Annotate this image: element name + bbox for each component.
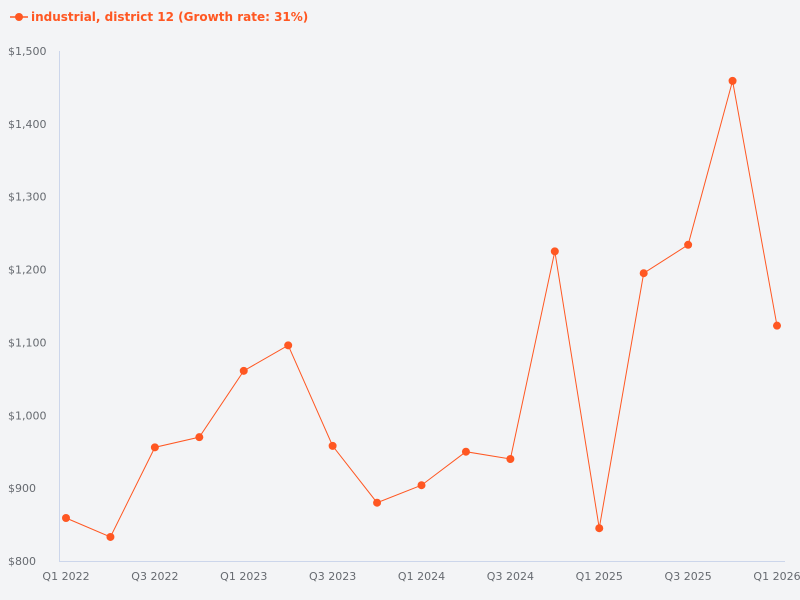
x-tick-label: Q1 2025 <box>576 570 623 583</box>
y-axis-ticks: $800 $900 $1,000 $1,100 $1,200 $1,300 $1,400 $1… <box>8 45 47 568</box>
x-tick-label: Q1 2024 <box>398 570 445 583</box>
y-tick-label: $1,200 <box>8 264 47 277</box>
x-tick-label: Q1 2023 <box>220 570 267 583</box>
x-tick-label: Q3 2025 <box>665 570 712 583</box>
y-tick-label: $1,500 <box>8 45 47 58</box>
data-point-q2-2022[interactable] <box>106 532 115 541</box>
data-point-q1-2025[interactable] <box>595 524 604 533</box>
legend-dot-marker <box>15 13 23 21</box>
data-point-q2-2023[interactable] <box>284 341 293 350</box>
y-tick-label: $1,100 <box>8 336 47 349</box>
x-tick-label: Q1 2026 <box>753 570 800 583</box>
legend-label: industrial, district 12 (Growth rate: 31… <box>31 10 308 24</box>
legend[interactable]: industrial, district 12 (Growth rate: 31… <box>10 10 308 24</box>
y-tick-label: $1,400 <box>8 118 47 131</box>
data-point-q2-2024[interactable] <box>461 447 470 456</box>
x-axis-ticks: Q1 2022 Q3 2022 Q1 2023 Q3 2023 Q1 2024 Q3 20… <box>42 570 800 583</box>
data-point-q1-2022[interactable] <box>62 514 70 523</box>
data-point-q4-2024[interactable] <box>550 247 559 256</box>
x-tick-label: Q1 2022 <box>42 570 89 583</box>
y-tick-label: $1,000 <box>8 409 47 422</box>
data-point-q3-2023[interactable] <box>328 441 337 450</box>
x-tick-label: Q3 2022 <box>131 570 178 583</box>
data-point-q3-2025[interactable] <box>684 240 693 249</box>
x-tick-label: Q3 2024 <box>487 570 534 583</box>
data-point-q3-2022[interactable] <box>150 443 159 452</box>
series-industrial-district-12 <box>62 76 781 541</box>
x-tick-label: Q3 2023 <box>309 570 356 583</box>
series-line <box>65 80 778 538</box>
data-point-q4-2022[interactable] <box>195 433 204 442</box>
data-point-q1-2024[interactable] <box>417 481 426 490</box>
y-tick-label: $900 <box>8 482 36 495</box>
data-point-q4-2025[interactable] <box>728 76 737 85</box>
data-point-q4-2023[interactable] <box>373 498 382 507</box>
y-tick-label: $1,300 <box>8 191 47 204</box>
data-point-q3-2024[interactable] <box>506 455 515 463</box>
data-point-q1-2023[interactable] <box>239 366 248 375</box>
data-point-q1-2026[interactable] <box>773 321 781 330</box>
data-point-q2-2025[interactable] <box>639 269 648 278</box>
y-tick-label: $800 <box>8 555 36 568</box>
